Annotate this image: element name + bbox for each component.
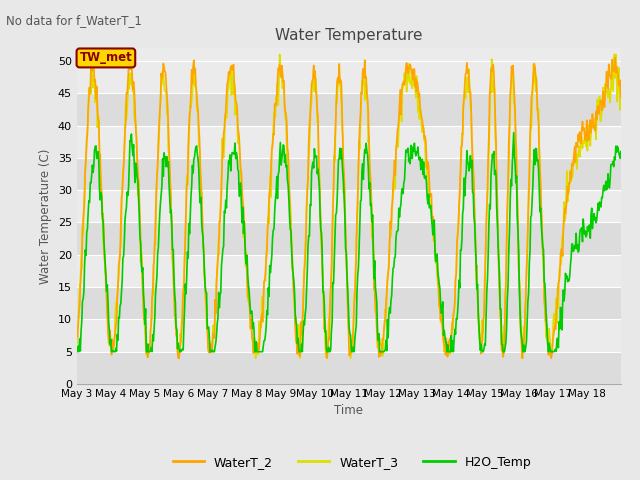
Bar	[77, 126, 621, 158]
Text: No data for f_WaterT_1: No data for f_WaterT_1	[6, 14, 142, 27]
X-axis label: Time: Time	[334, 405, 364, 418]
Bar	[77, 222, 621, 255]
Legend: WaterT_2, WaterT_3, H2O_Temp: WaterT_2, WaterT_3, H2O_Temp	[168, 451, 536, 474]
Bar	[77, 287, 621, 319]
Bar	[77, 190, 621, 222]
Bar	[77, 352, 621, 384]
Bar	[77, 158, 621, 190]
Text: TW_met: TW_met	[79, 51, 132, 64]
Bar	[77, 255, 621, 287]
Bar	[77, 93, 621, 126]
Y-axis label: Water Temperature (C): Water Temperature (C)	[39, 148, 52, 284]
Title: Water Temperature: Water Temperature	[275, 28, 422, 43]
Bar	[77, 319, 621, 352]
Bar	[77, 61, 621, 93]
